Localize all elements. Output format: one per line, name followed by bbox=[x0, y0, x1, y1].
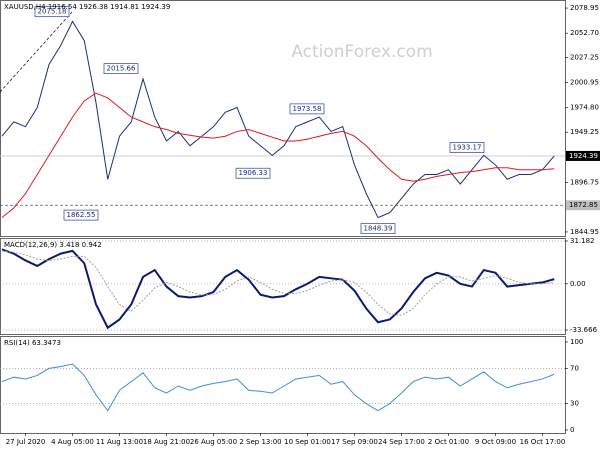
x-tick-label: 10 Sep 01:00 bbox=[284, 438, 331, 446]
y-tick-label: 1844.95 bbox=[570, 228, 599, 236]
y-tick-label: 31.182 bbox=[570, 237, 595, 245]
level-box bbox=[566, 200, 600, 211]
price-label-box bbox=[235, 167, 271, 179]
price-label-box bbox=[34, 6, 70, 18]
y-tick-label: 0.00 bbox=[570, 280, 586, 288]
level-box bbox=[566, 150, 600, 161]
level-label: 1924.39 bbox=[569, 152, 598, 160]
x-tick-label: 2 Oct 01:00 bbox=[428, 438, 469, 446]
y-tick-label: 100 bbox=[570, 338, 583, 346]
price-label-box bbox=[103, 63, 139, 74]
price-label: 1933.17 bbox=[453, 144, 482, 152]
y-tick-label: -33.666 bbox=[570, 326, 598, 334]
panel-frame bbox=[0, 0, 566, 237]
price-label: 2075.18 bbox=[38, 8, 67, 16]
price-label-box bbox=[449, 142, 485, 153]
panel-frame bbox=[0, 336, 566, 434]
price-label-box bbox=[360, 223, 396, 234]
x-tick-label: 11 Aug 13:00 bbox=[96, 438, 143, 446]
watermark: ActionForex.com bbox=[291, 42, 432, 62]
panel-title: MACD(12,26,9) 3.418 0.942 bbox=[4, 241, 102, 249]
price-label: 1862.55 bbox=[67, 211, 96, 219]
y-tick-label: 2078.95 bbox=[570, 4, 599, 12]
series-line bbox=[1, 248, 555, 330]
panel-title: RSI(14) 63.3473 bbox=[4, 339, 61, 347]
y-tick-label: 2052.70 bbox=[570, 29, 599, 37]
x-tick-label: 18 Aug 21:00 bbox=[143, 438, 190, 446]
price-label-box bbox=[289, 103, 325, 115]
y-tick-label: 2000.95 bbox=[570, 79, 599, 87]
x-tick-label: 2 Sep 13:00 bbox=[239, 438, 281, 446]
x-tick-label: 26 Aug 05:00 bbox=[190, 438, 237, 446]
y-tick-label: 1949.25 bbox=[570, 128, 599, 136]
y-tick-label: 0 bbox=[570, 426, 574, 434]
price-label: 1973.58 bbox=[293, 105, 322, 113]
series-line bbox=[1, 92, 555, 218]
series-line bbox=[1, 20, 555, 219]
x-tick-label: 4 Aug 05:00 bbox=[51, 438, 94, 446]
y-tick-label: 30 bbox=[570, 400, 579, 408]
price-label: 1906.33 bbox=[239, 169, 268, 177]
panel-title: XAUUSD,H4 1916.54 1926.38 1914.81 1924.3… bbox=[4, 3, 170, 11]
x-tick-label: 9 Oct 09:00 bbox=[475, 438, 516, 446]
panel-frame bbox=[0, 238, 566, 335]
x-tick-label: 24 Sep 17:00 bbox=[378, 438, 425, 446]
y-tick-label: 1896.75 bbox=[570, 178, 599, 186]
series-line bbox=[1, 363, 555, 412]
x-tick-label: 27 Jul 2020 bbox=[6, 438, 46, 446]
level-label: 1872.85 bbox=[569, 201, 598, 209]
price-label-box bbox=[63, 209, 99, 221]
price-label: 1848.39 bbox=[364, 225, 393, 233]
price-label: 2015.66 bbox=[107, 65, 136, 73]
y-tick-label: 2027.25 bbox=[570, 54, 599, 62]
y-tick-label: 1974.80 bbox=[570, 104, 599, 112]
x-tick-label: 16 Oct 17:00 bbox=[520, 438, 566, 446]
x-tick-label: 17 Sep 09:00 bbox=[331, 438, 378, 446]
y-tick-label: 70 bbox=[570, 364, 579, 372]
series-line bbox=[1, 250, 555, 316]
trend-line bbox=[0, 11, 73, 93]
